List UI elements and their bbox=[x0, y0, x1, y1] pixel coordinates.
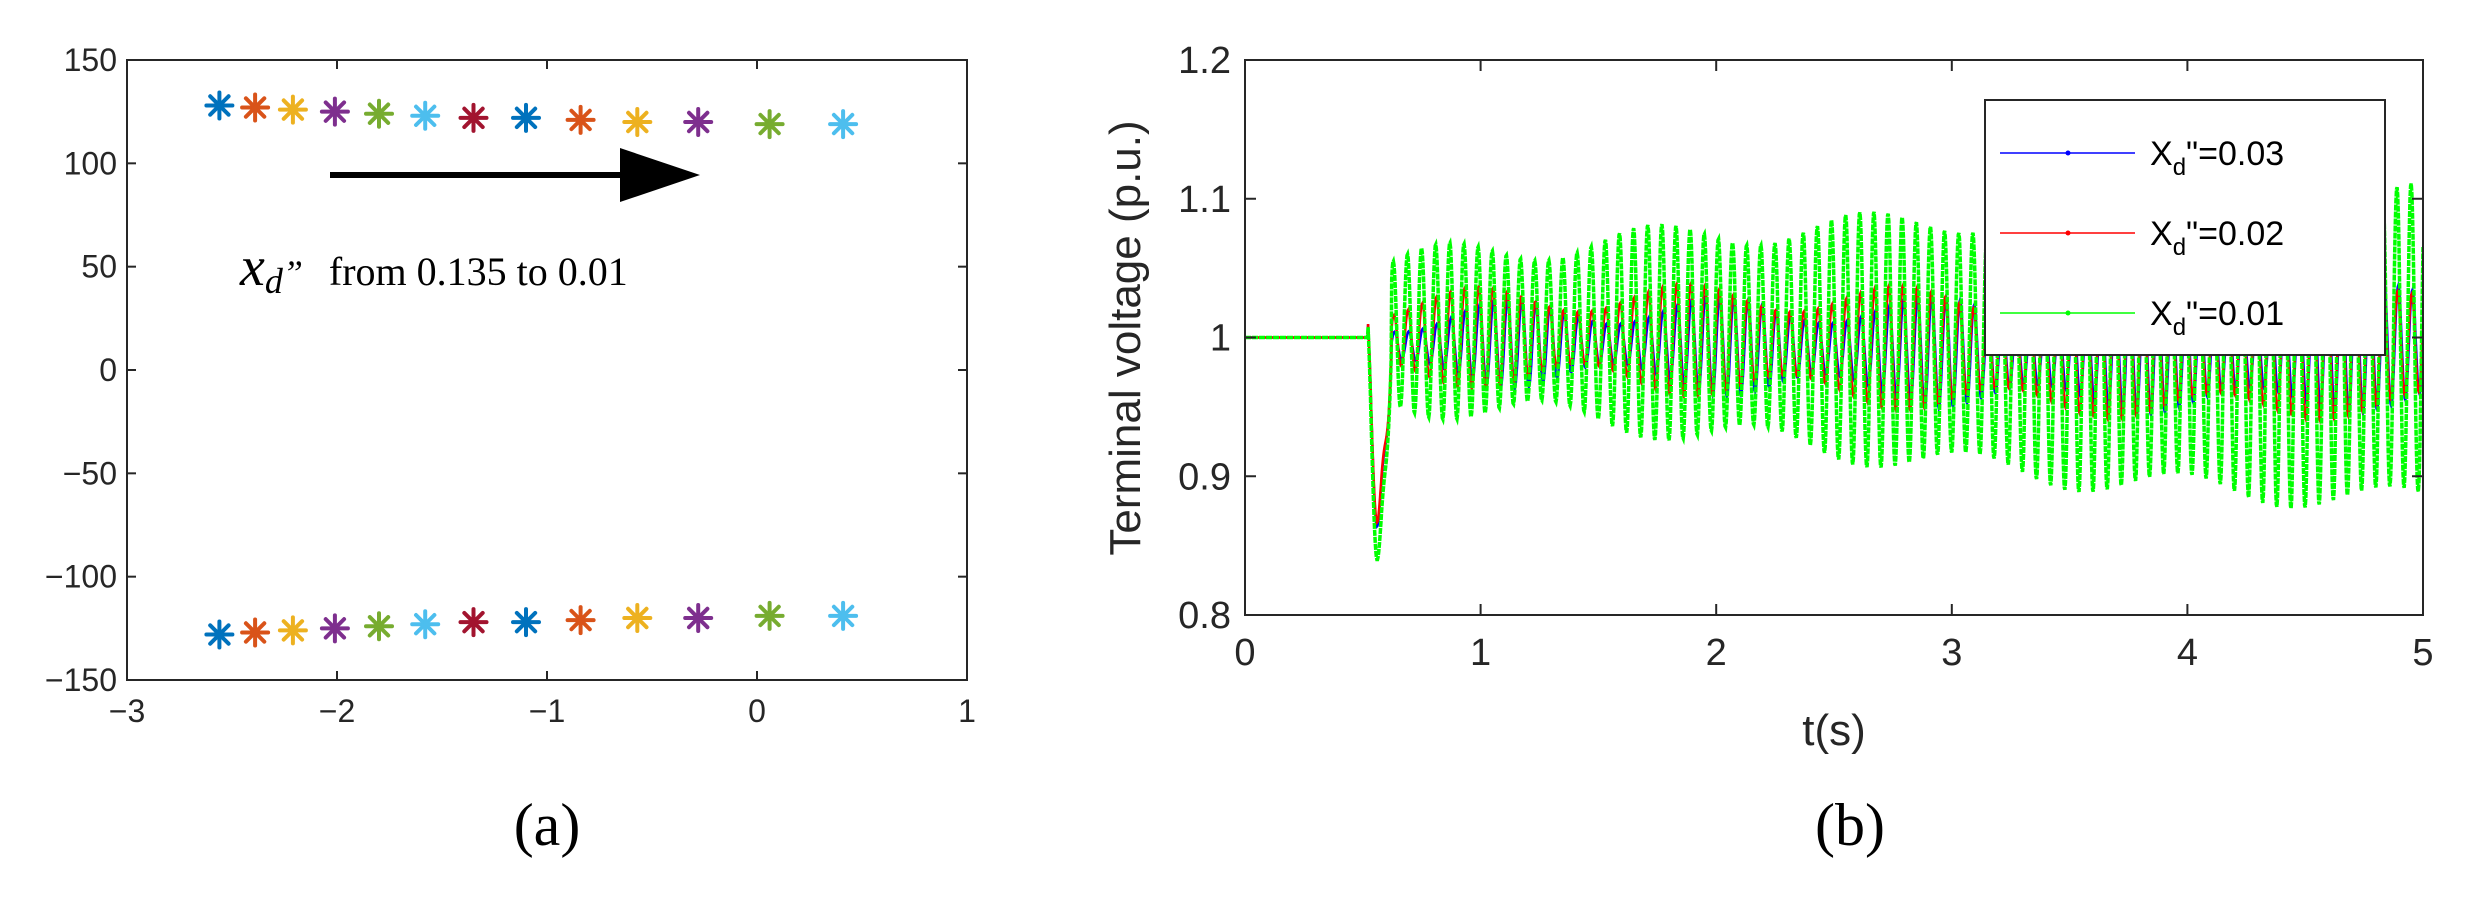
scatter-point bbox=[364, 611, 394, 642]
y-tick-label: 100 bbox=[64, 145, 117, 181]
panel-label-b: (b) bbox=[1815, 792, 1885, 858]
scatter-point bbox=[277, 615, 308, 646]
scatter-point bbox=[511, 102, 541, 133]
legend-label: Xd"=0.01 bbox=[2150, 295, 2284, 341]
y-tick-label: −150 bbox=[45, 662, 117, 698]
x-tick-label: −3 bbox=[109, 693, 145, 729]
markers-a bbox=[204, 90, 859, 650]
scatter-point bbox=[565, 104, 596, 135]
scatter-point bbox=[511, 607, 541, 638]
y-tick-label: 50 bbox=[81, 249, 117, 285]
x-ticks-b: 0 1 2 3 4 5 bbox=[1234, 60, 2434, 674]
scatter-point bbox=[622, 107, 653, 137]
y-tick-label: 0.9 bbox=[1178, 456, 1231, 498]
scatter-point bbox=[828, 109, 859, 140]
scatter-point bbox=[622, 603, 653, 633]
legend-item: Xd"=0.01 bbox=[2000, 295, 2284, 341]
scatter-point bbox=[319, 613, 350, 644]
legend-label: Xd"=0.03 bbox=[2150, 135, 2284, 181]
panel-b: 0.8 0.9 1 1.1 1.2 0 1 2 3 4 5 t(s) Terminal volta… bbox=[1101, 40, 2434, 858]
scatter-point bbox=[683, 107, 714, 137]
x-tick-label: 5 bbox=[2412, 632, 2433, 674]
annotation-a: xd” from 0.135 to 0.01 bbox=[239, 236, 628, 301]
x-tick-label: 0 bbox=[1234, 632, 1255, 674]
scatter-point bbox=[410, 609, 441, 640]
scatter-point bbox=[565, 605, 596, 636]
scatter-point bbox=[204, 90, 235, 121]
y-tick-label: 0 bbox=[99, 352, 117, 388]
y-ticks-b: 0.8 0.9 1 1.1 1.2 bbox=[1178, 40, 2423, 637]
x-tick-label: 4 bbox=[2177, 632, 2198, 674]
scatter-point bbox=[754, 600, 785, 631]
scatter-point bbox=[828, 600, 859, 631]
scatter-point bbox=[754, 109, 785, 140]
plot-frame-a bbox=[126, 59, 968, 681]
direction-arrow bbox=[330, 148, 700, 202]
legend-label: Xd"=0.02 bbox=[2150, 215, 2284, 261]
legend-b: Xd"=0.03 Xd"=0.02 Xd"=0.01 bbox=[1984, 99, 2386, 356]
panel-a: −150 −100 −50 0 50 100 150 −3 −2 −1 0 1 xd” from 0.… bbox=[45, 42, 976, 858]
x-ticks-a: −3 −2 −1 0 1 bbox=[109, 60, 976, 729]
x-tick-label: 0 bbox=[748, 693, 766, 729]
scatter-point bbox=[683, 603, 714, 633]
scatter-point bbox=[410, 100, 441, 131]
y-ticks-a: −150 −100 −50 0 50 100 150 bbox=[45, 42, 967, 698]
scatter-point bbox=[458, 607, 489, 638]
x-tick-label: 1 bbox=[958, 693, 976, 729]
legend-item: Xd"=0.02 bbox=[2000, 215, 2284, 261]
y-tick-label: −100 bbox=[45, 559, 117, 595]
y-tick-label: 1.1 bbox=[1178, 179, 1231, 221]
y-tick-label: 1 bbox=[1210, 318, 1231, 360]
x-tick-label: 3 bbox=[1941, 632, 1962, 674]
y-tick-label: 150 bbox=[64, 42, 117, 78]
scatter-point bbox=[204, 619, 235, 650]
scatter-point bbox=[240, 92, 271, 123]
legend-item: Xd"=0.03 bbox=[2000, 135, 2284, 181]
y-tick-label: 0.8 bbox=[1178, 595, 1231, 637]
x-tick-label: 1 bbox=[1470, 632, 1491, 674]
panel-label-a: (a) bbox=[514, 792, 581, 858]
x-axis-label-b: t(s) bbox=[1802, 706, 1866, 755]
y-axis-label-b: Terminal voltage (p.u.) bbox=[1101, 120, 1150, 555]
scatter-point bbox=[277, 94, 308, 125]
scatter-point bbox=[240, 617, 271, 648]
scatter-point bbox=[458, 102, 489, 133]
scatter-point bbox=[319, 96, 350, 127]
x-tick-label: 2 bbox=[1706, 632, 1727, 674]
x-tick-label: −2 bbox=[319, 693, 355, 729]
scatter-point bbox=[364, 98, 394, 129]
x-tick-label: −1 bbox=[529, 693, 565, 729]
y-tick-label: 1.2 bbox=[1178, 40, 1231, 82]
y-tick-label: −50 bbox=[63, 455, 117, 491]
